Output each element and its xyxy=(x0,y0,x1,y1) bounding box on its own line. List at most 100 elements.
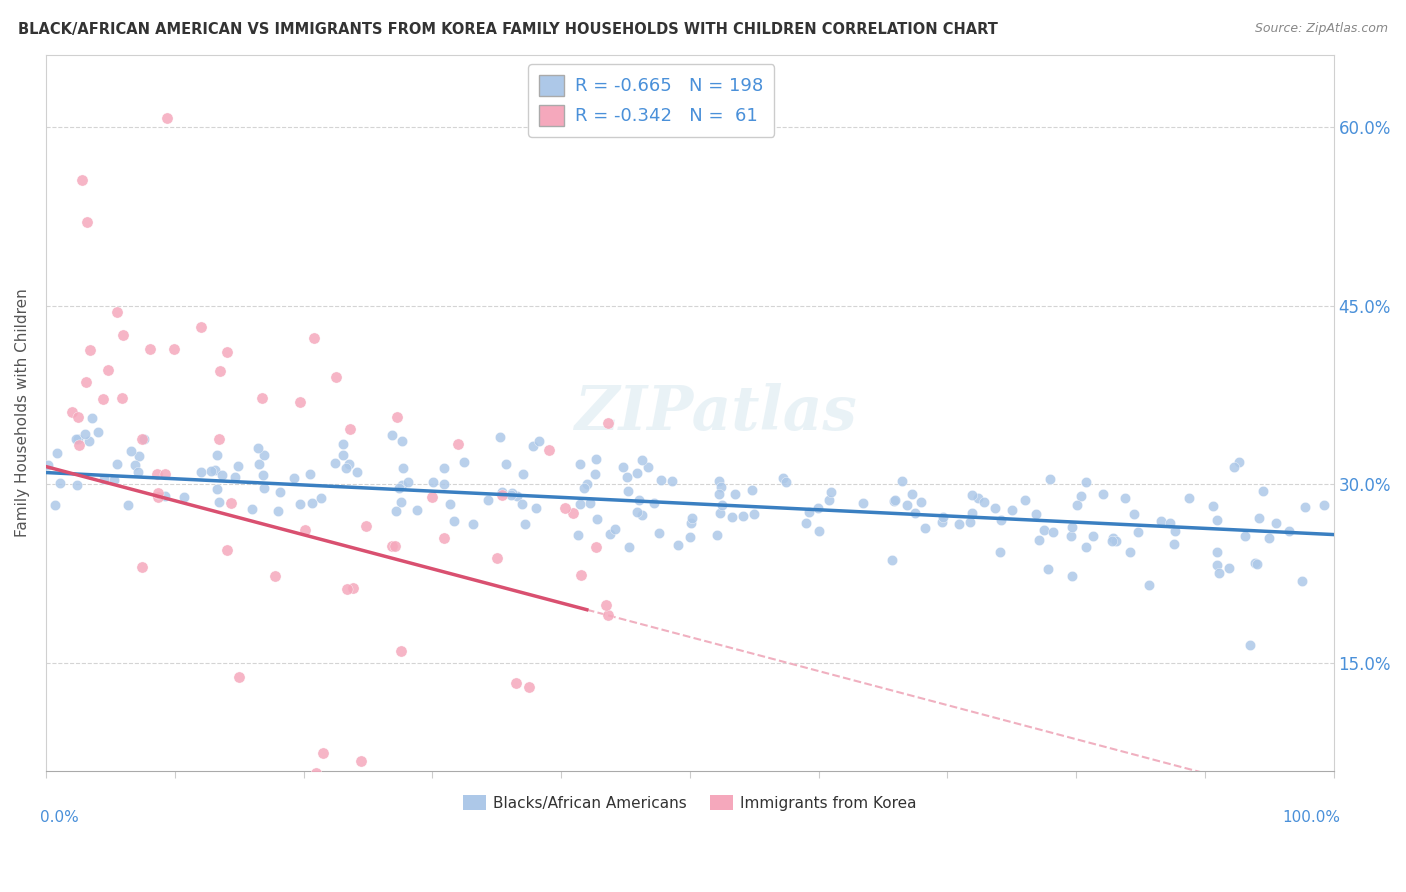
Point xyxy=(501,486,523,500)
Point xyxy=(342,581,364,595)
Point xyxy=(522,439,544,453)
Point xyxy=(388,481,411,495)
Point xyxy=(60,405,83,419)
Point xyxy=(1150,514,1173,528)
Point xyxy=(569,497,592,511)
Point xyxy=(569,568,592,582)
Point xyxy=(305,766,328,780)
Point xyxy=(585,512,607,526)
Point xyxy=(350,754,373,768)
Point xyxy=(325,370,347,384)
Point xyxy=(79,343,101,358)
Point xyxy=(66,478,89,492)
Point xyxy=(948,516,970,531)
Point xyxy=(631,508,654,523)
Point xyxy=(269,485,291,500)
Point xyxy=(499,488,522,502)
Point xyxy=(336,582,359,596)
Point xyxy=(1227,454,1250,468)
Point xyxy=(852,496,875,510)
Point xyxy=(48,476,70,491)
Point xyxy=(603,522,626,536)
Point xyxy=(1104,533,1126,548)
Point xyxy=(1205,513,1227,527)
Point xyxy=(406,503,429,517)
Point xyxy=(596,417,619,431)
Point xyxy=(461,516,484,531)
Point xyxy=(145,467,167,481)
Point xyxy=(1114,491,1136,505)
Point xyxy=(706,528,728,542)
Point xyxy=(219,496,242,510)
Point xyxy=(1277,524,1299,539)
Point xyxy=(910,495,932,509)
Point xyxy=(960,488,983,502)
Point xyxy=(65,433,87,447)
Text: 100.0%: 100.0% xyxy=(1282,810,1340,825)
Point xyxy=(211,467,233,482)
Point xyxy=(37,458,59,473)
Point xyxy=(215,543,238,558)
Point xyxy=(134,433,156,447)
Point xyxy=(733,508,755,523)
Point xyxy=(1101,531,1123,545)
Point xyxy=(1164,524,1187,539)
Point xyxy=(519,681,541,695)
Point xyxy=(288,395,311,409)
Point xyxy=(569,457,592,471)
Point xyxy=(298,467,321,481)
Point xyxy=(1294,500,1316,514)
Point xyxy=(146,491,169,505)
Point xyxy=(432,460,454,475)
Point xyxy=(420,490,443,504)
Point xyxy=(932,509,955,524)
Point xyxy=(76,215,98,229)
Point xyxy=(131,559,153,574)
Point xyxy=(1247,511,1270,525)
Point xyxy=(617,540,640,554)
Point xyxy=(510,497,533,511)
Point xyxy=(709,475,731,489)
Point xyxy=(163,342,186,356)
Point xyxy=(990,513,1012,527)
Point xyxy=(931,516,953,530)
Point xyxy=(1128,525,1150,540)
Point xyxy=(679,530,702,544)
Point xyxy=(661,474,683,488)
Point xyxy=(616,469,638,483)
Point xyxy=(70,173,93,187)
Point xyxy=(337,458,360,472)
Point xyxy=(637,459,659,474)
Point xyxy=(384,504,406,518)
Point xyxy=(1092,486,1115,500)
Point xyxy=(312,746,335,760)
Text: Source: ZipAtlas.com: Source: ZipAtlas.com xyxy=(1254,22,1388,36)
Point xyxy=(117,499,139,513)
Point xyxy=(988,545,1011,559)
Point xyxy=(1208,566,1230,580)
Point xyxy=(817,493,839,508)
Point xyxy=(252,391,274,405)
Point xyxy=(554,500,576,515)
Point xyxy=(67,410,90,425)
Point xyxy=(207,448,229,462)
Point xyxy=(681,511,703,525)
Point xyxy=(904,506,927,520)
Point xyxy=(283,471,305,485)
Point xyxy=(579,496,602,510)
Point xyxy=(87,425,110,439)
Point xyxy=(346,465,368,479)
Point xyxy=(576,477,599,491)
Point xyxy=(1239,639,1261,653)
Point xyxy=(598,607,620,622)
Y-axis label: Family Households with Children: Family Households with Children xyxy=(15,288,30,537)
Point xyxy=(247,441,270,455)
Point xyxy=(153,489,176,503)
Point xyxy=(643,496,665,510)
Point xyxy=(574,481,596,495)
Point xyxy=(477,493,499,508)
Point xyxy=(75,375,97,389)
Point xyxy=(1060,529,1083,543)
Point xyxy=(495,457,517,471)
Point xyxy=(1313,498,1336,512)
